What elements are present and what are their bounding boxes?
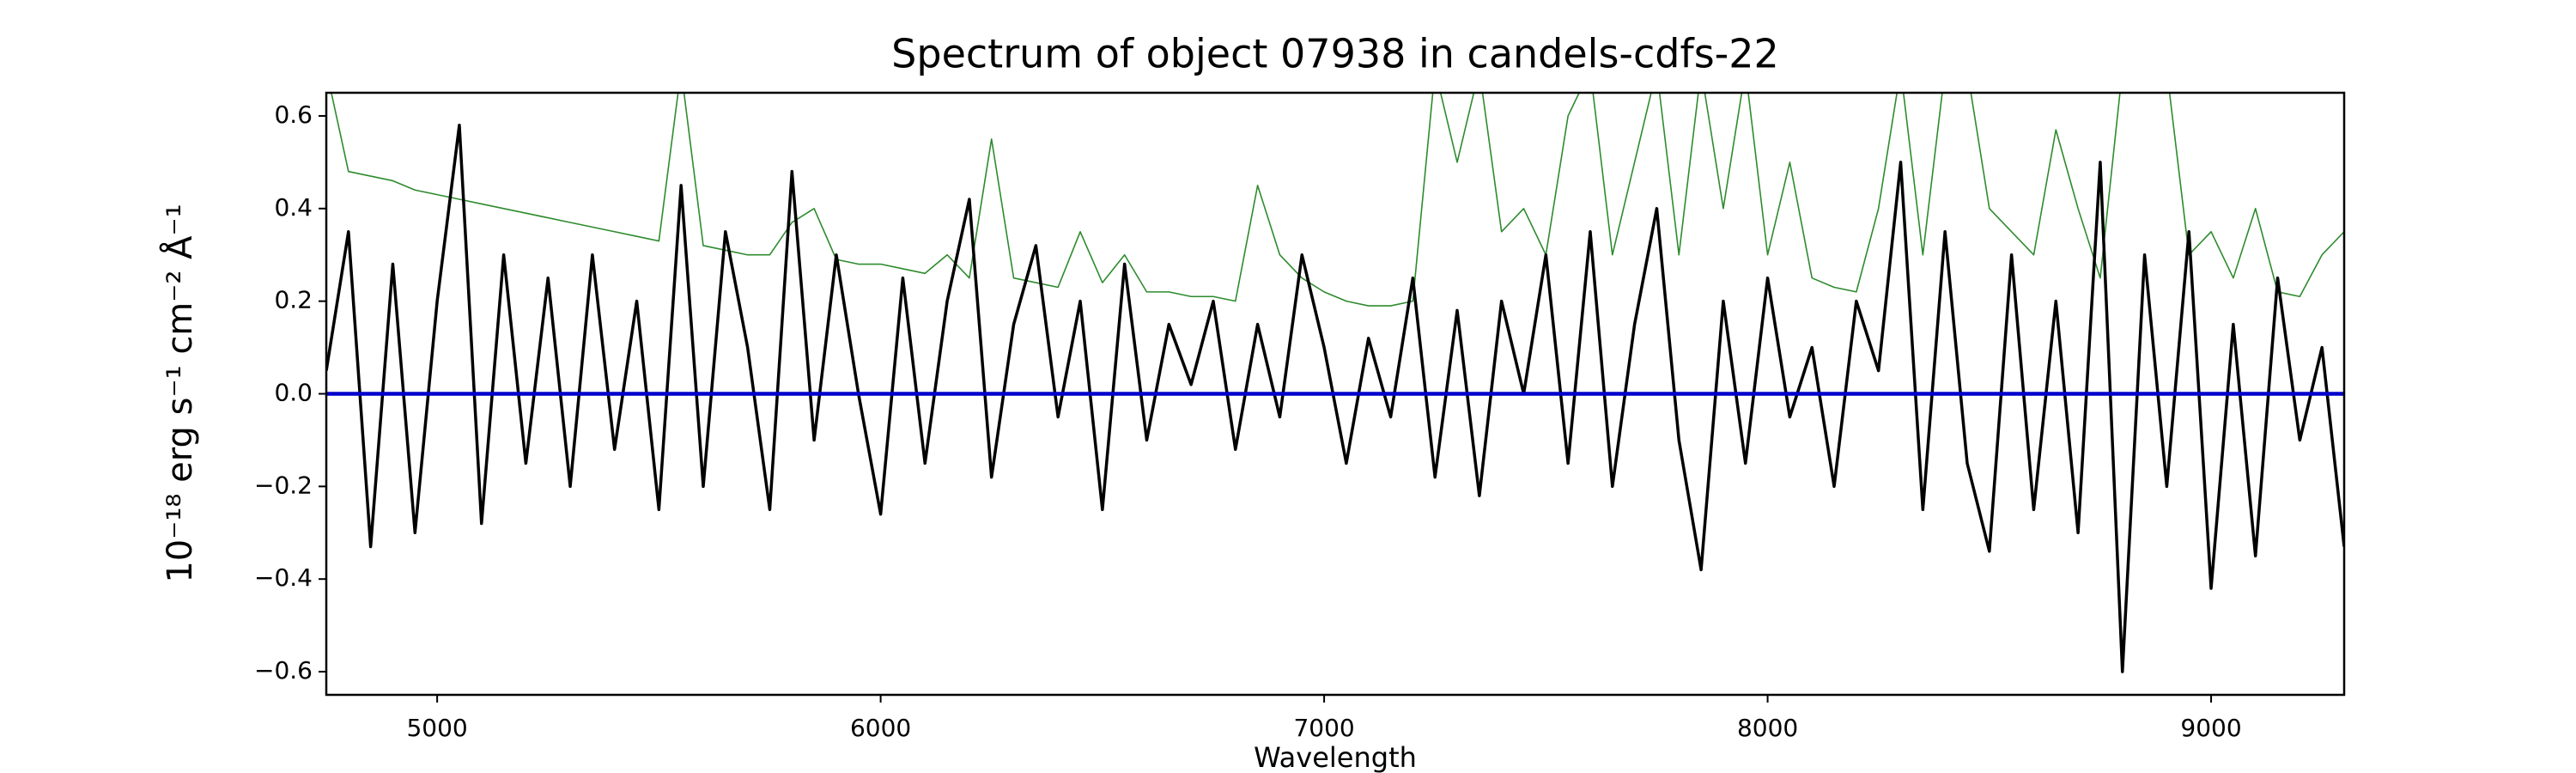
y-axis-label: 10⁻¹⁸ erg s⁻¹ cm⁻² Å⁻¹	[159, 204, 200, 582]
y-tick-label: 0.2	[274, 286, 313, 314]
y-tick-label: 0.6	[274, 100, 313, 129]
y-tick-label: 0.4	[274, 193, 313, 222]
y-tick-label: 0.0	[274, 379, 313, 407]
x-tick-label: 5000	[406, 714, 467, 742]
y-tick-label: −0.6	[254, 656, 313, 685]
spectrum-line	[331, 93, 2344, 307]
y-tick-label: −0.2	[254, 471, 313, 499]
x-tick-label: 9000	[2180, 714, 2241, 742]
x-tick-label: 7000	[1293, 714, 1354, 742]
y-tick-label: −0.4	[254, 563, 313, 592]
x-axis-label: Wavelength	[1254, 741, 1417, 773]
spectrum-line	[326, 124, 2344, 673]
x-tick-label: 8000	[1737, 714, 1798, 742]
x-tick-label: 6000	[850, 714, 911, 742]
plot-area	[326, 93, 2344, 673]
chart-title: Spectrum of object 07938 in candels-cdfs…	[891, 31, 1779, 77]
